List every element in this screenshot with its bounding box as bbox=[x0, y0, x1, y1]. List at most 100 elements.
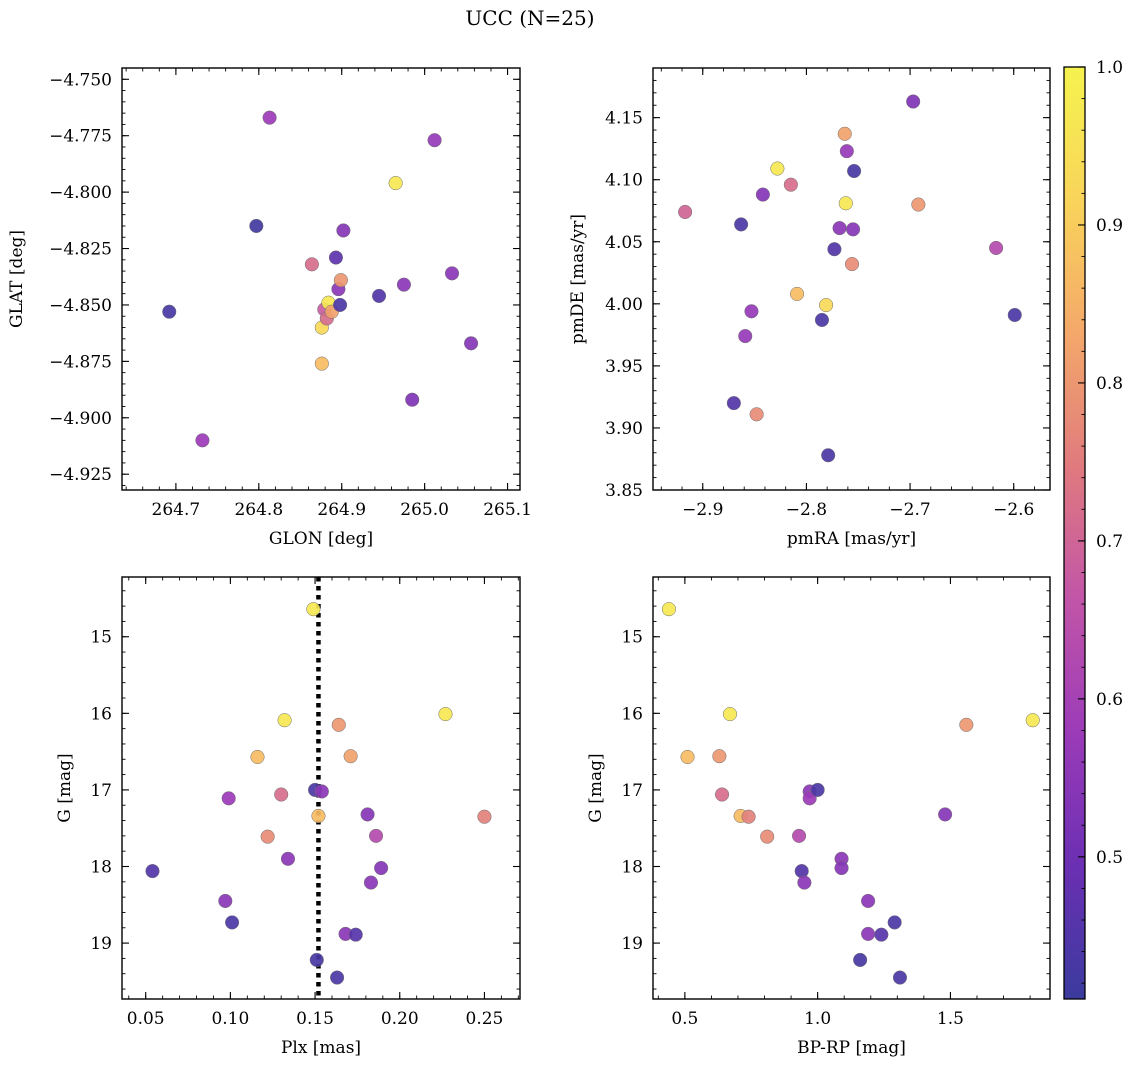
x-tick-label: 1.5 bbox=[937, 1009, 964, 1029]
data-point bbox=[330, 970, 345, 985]
data-point bbox=[314, 784, 329, 799]
data-point bbox=[145, 864, 160, 879]
data-point bbox=[837, 126, 852, 141]
data-point bbox=[336, 223, 351, 238]
x-axis-label: BP-RP [mag] bbox=[797, 1038, 906, 1058]
data-point bbox=[405, 392, 420, 407]
data-point bbox=[887, 915, 902, 930]
x-tick-label: 264.9 bbox=[317, 500, 366, 520]
x-axis-label: pmRA [mas/yr] bbox=[787, 529, 916, 549]
y-tick-label: −4.825 bbox=[49, 240, 112, 260]
y-axis-label: GLAT [deg] bbox=[7, 230, 27, 328]
data-point bbox=[749, 407, 764, 422]
data-point bbox=[360, 807, 375, 822]
data-point bbox=[892, 970, 908, 985]
data-point bbox=[277, 713, 292, 728]
data-point bbox=[814, 312, 830, 328]
proper-motion-panel: −2.9 −2.8 −2.7 −2.6 3.85 3.90 3.95 4.00 4.05 4.10… bbox=[568, 67, 1051, 549]
x-tick-label: 0.10 bbox=[211, 1009, 249, 1029]
y-tick-label: −4.900 bbox=[49, 409, 112, 429]
data-point bbox=[827, 242, 842, 257]
data-point bbox=[225, 915, 240, 930]
y-tick-label: 3.95 bbox=[605, 357, 643, 377]
y-tick-label: −4.800 bbox=[49, 183, 112, 203]
data-point bbox=[388, 176, 403, 191]
data-point bbox=[989, 240, 1004, 256]
axes-frame bbox=[121, 576, 521, 1000]
data-point bbox=[678, 204, 693, 220]
data-point bbox=[844, 257, 860, 272]
data-point bbox=[331, 717, 346, 732]
colorbar-tick-label: 0.5 bbox=[1096, 848, 1123, 868]
data-point bbox=[770, 161, 785, 176]
y-tick-label: 19 bbox=[90, 934, 112, 954]
y-tick-label: 15 bbox=[90, 628, 112, 648]
y-tick-label: −4.925 bbox=[49, 465, 112, 485]
data-point bbox=[874, 927, 889, 942]
data-point bbox=[218, 893, 233, 909]
data-point bbox=[832, 221, 847, 236]
colorbar-tick-label: 0.6 bbox=[1096, 690, 1123, 710]
y-tick-label: −4.775 bbox=[49, 127, 112, 147]
data-point bbox=[195, 433, 210, 448]
data-point bbox=[722, 707, 738, 722]
probability-colorbar: 0.5 0.6 0.7 0.8 0.9 1.0 bbox=[1063, 58, 1123, 1000]
y-tick-label: −4.850 bbox=[49, 296, 112, 316]
y-tick-label: 3.90 bbox=[605, 419, 643, 439]
y-tick-label: 16 bbox=[90, 704, 112, 724]
data-point bbox=[396, 277, 411, 292]
data-point bbox=[348, 927, 363, 942]
y-tick-label: 4.00 bbox=[605, 295, 643, 315]
data-point bbox=[1007, 307, 1022, 323]
y-tick-label: 18 bbox=[90, 858, 112, 878]
figure-title: UCC (N=25) bbox=[465, 6, 595, 30]
axes-frame bbox=[652, 67, 1051, 491]
data-point bbox=[374, 860, 389, 876]
y-tick-label: −4.750 bbox=[49, 70, 112, 90]
y-tick-label: 19 bbox=[621, 934, 643, 954]
data-point bbox=[280, 851, 296, 866]
data-point bbox=[792, 828, 807, 843]
data-point bbox=[906, 94, 921, 109]
x-tick-label: 0.05 bbox=[127, 1009, 165, 1029]
data-point bbox=[661, 602, 676, 617]
data-point bbox=[314, 356, 329, 371]
axes-frame bbox=[121, 67, 521, 491]
data-point bbox=[444, 266, 460, 281]
x-axis-label: GLON [deg] bbox=[269, 529, 373, 549]
colorbar-tick-label: 1.0 bbox=[1096, 58, 1123, 78]
x-tick-label: 1.0 bbox=[804, 1009, 831, 1029]
data-point bbox=[847, 163, 862, 179]
data-point bbox=[221, 791, 236, 806]
y-tick-label: 17 bbox=[621, 781, 643, 801]
data-point bbox=[790, 286, 805, 301]
x-tick-label: 0.15 bbox=[296, 1009, 334, 1029]
y-axis-label: pmDE [mas/yr] bbox=[568, 214, 588, 344]
data-point bbox=[262, 110, 277, 125]
data-point bbox=[861, 893, 876, 909]
data-point bbox=[760, 829, 775, 844]
data-point bbox=[714, 787, 730, 802]
data-point bbox=[306, 602, 321, 617]
parallax-magnitude-panel: 0.05 0.10 0.15 0.20 0.25 15 16 17 18 19 Plx [mas] G… bbox=[55, 576, 521, 1058]
colorbar-gradient bbox=[1063, 66, 1086, 1000]
y-tick-label: 4.10 bbox=[605, 171, 643, 191]
data-point bbox=[726, 396, 741, 411]
data-point bbox=[839, 144, 854, 159]
x-tick-label: 265.1 bbox=[483, 500, 532, 520]
data-point bbox=[959, 717, 974, 732]
data-point bbox=[438, 707, 453, 722]
data-point bbox=[260, 829, 275, 844]
data-point bbox=[1025, 713, 1040, 728]
data-point bbox=[838, 196, 853, 211]
data-point bbox=[744, 304, 759, 319]
data-point bbox=[371, 288, 387, 303]
color-magnitude-panel: 0.5 1.0 1.5 15 16 17 18 19 BP-RP [mag] G [mag] bbox=[586, 576, 1051, 1058]
data-point bbox=[938, 807, 953, 822]
y-tick-label: 18 bbox=[621, 858, 643, 878]
x-tick-label: 264.7 bbox=[152, 500, 201, 520]
x-tick-label: −2.8 bbox=[786, 500, 827, 520]
x-axis-label: Plx [mas] bbox=[281, 1038, 361, 1058]
y-tick-label: 15 bbox=[621, 628, 643, 648]
